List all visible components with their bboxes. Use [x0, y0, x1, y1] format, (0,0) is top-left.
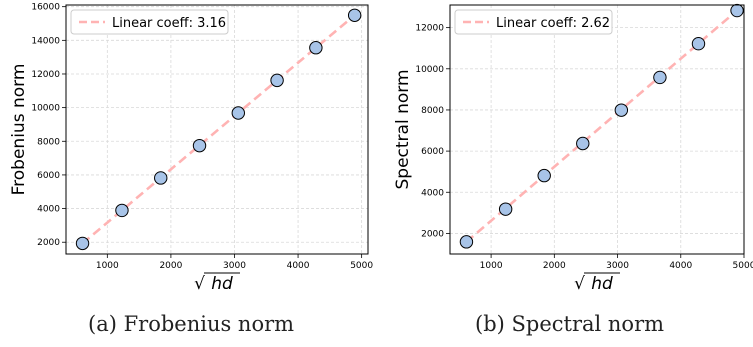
y-tick-label: 10000	[31, 104, 60, 114]
y-tick-label: 6000	[421, 147, 444, 157]
legend: Linear coeff: 2.62	[454, 9, 613, 35]
legend: Linear coeff: 3.16	[70, 9, 229, 35]
data-point	[347, 8, 362, 22]
x-axis-label: √ hd	[574, 272, 620, 294]
fit-line	[465, 9, 738, 243]
fit-line	[81, 14, 356, 245]
x-tick-label: 3000	[606, 261, 629, 271]
y-tick-label: 8000	[37, 137, 60, 147]
x-axis-label-radical: √	[574, 274, 585, 294]
data-point	[231, 106, 245, 120]
x-tick-label: 3000	[223, 261, 246, 271]
legend-label: Linear coeff: 3.16	[112, 16, 226, 31]
chart-panel-spectral: 1000 2000 3000 4000 5000 2000 4000 6000 8000 1000…	[378, 0, 753, 347]
y-tick-label: 2000	[37, 238, 60, 248]
y-axis-label: Spectral norm	[393, 69, 413, 189]
y-tick-label: 12000	[415, 24, 444, 34]
y-tick-label: 10000	[415, 65, 444, 75]
y-tick-label: 4000	[421, 188, 444, 198]
data-point	[459, 235, 474, 249]
legend-label: Linear coeff: 2.62	[496, 16, 610, 31]
axes-frame	[449, 4, 745, 255]
legend-box	[454, 9, 613, 35]
x-tick-label: 5000	[350, 261, 373, 271]
spectral-chart: 1000 2000 3000 4000 5000 2000 4000 6000 8000 1000…	[393, 3, 753, 294]
caption-spectral: (b) Spectral norm	[475, 312, 665, 336]
y-axis-label: Frobenius norm	[9, 64, 29, 196]
y-tick-label: 2000	[421, 229, 444, 239]
x-tick-label: 1000	[96, 261, 119, 271]
data-point	[192, 138, 207, 153]
y-tick-label: 6000	[37, 171, 60, 181]
x-tick-label: 4000	[669, 261, 692, 271]
x-axis-label-variable: hd	[591, 274, 613, 294]
data-point	[614, 103, 629, 117]
x-tick-label: 1000	[480, 261, 503, 271]
x-axis-label-variable: hd	[211, 274, 233, 294]
x-tick-label: 4000	[287, 261, 310, 271]
data-point	[730, 3, 744, 18]
data-point	[498, 202, 513, 216]
data-point	[115, 203, 129, 218]
chart-panel-frobenius: 1000 2000 3000 4000 5000 2000 4000 6000 8000 1000…	[0, 0, 376, 347]
y-tick-label: 4000	[37, 205, 60, 215]
data-point	[270, 73, 284, 88]
x-tick-label: 2000	[159, 261, 182, 271]
y-tick-label: 12000	[31, 70, 60, 80]
data-point	[576, 136, 590, 151]
x-tick-label: 2000	[543, 261, 566, 271]
x-axis-label-radical: √	[194, 274, 205, 294]
x-axis-label: √ hd	[194, 272, 240, 294]
y-tick-label: 8000	[421, 106, 444, 116]
data-point	[309, 41, 323, 55]
y-tick-label: 16000	[31, 3, 60, 13]
frobenius-chart: 1000 2000 3000 4000 5000 2000 4000 6000 8000 1000…	[9, 3, 373, 294]
legend-box	[70, 9, 229, 35]
data-point	[537, 168, 551, 183]
data-point	[75, 236, 90, 251]
y-tick-label: 14000	[31, 36, 60, 46]
caption-frobenius: (a) Frobenius norm	[88, 312, 295, 336]
x-tick-label: 5000	[733, 261, 753, 271]
axes-frame	[65, 4, 369, 255]
data-point	[691, 36, 706, 51]
data-point	[154, 171, 168, 185]
data-point	[653, 70, 667, 85]
